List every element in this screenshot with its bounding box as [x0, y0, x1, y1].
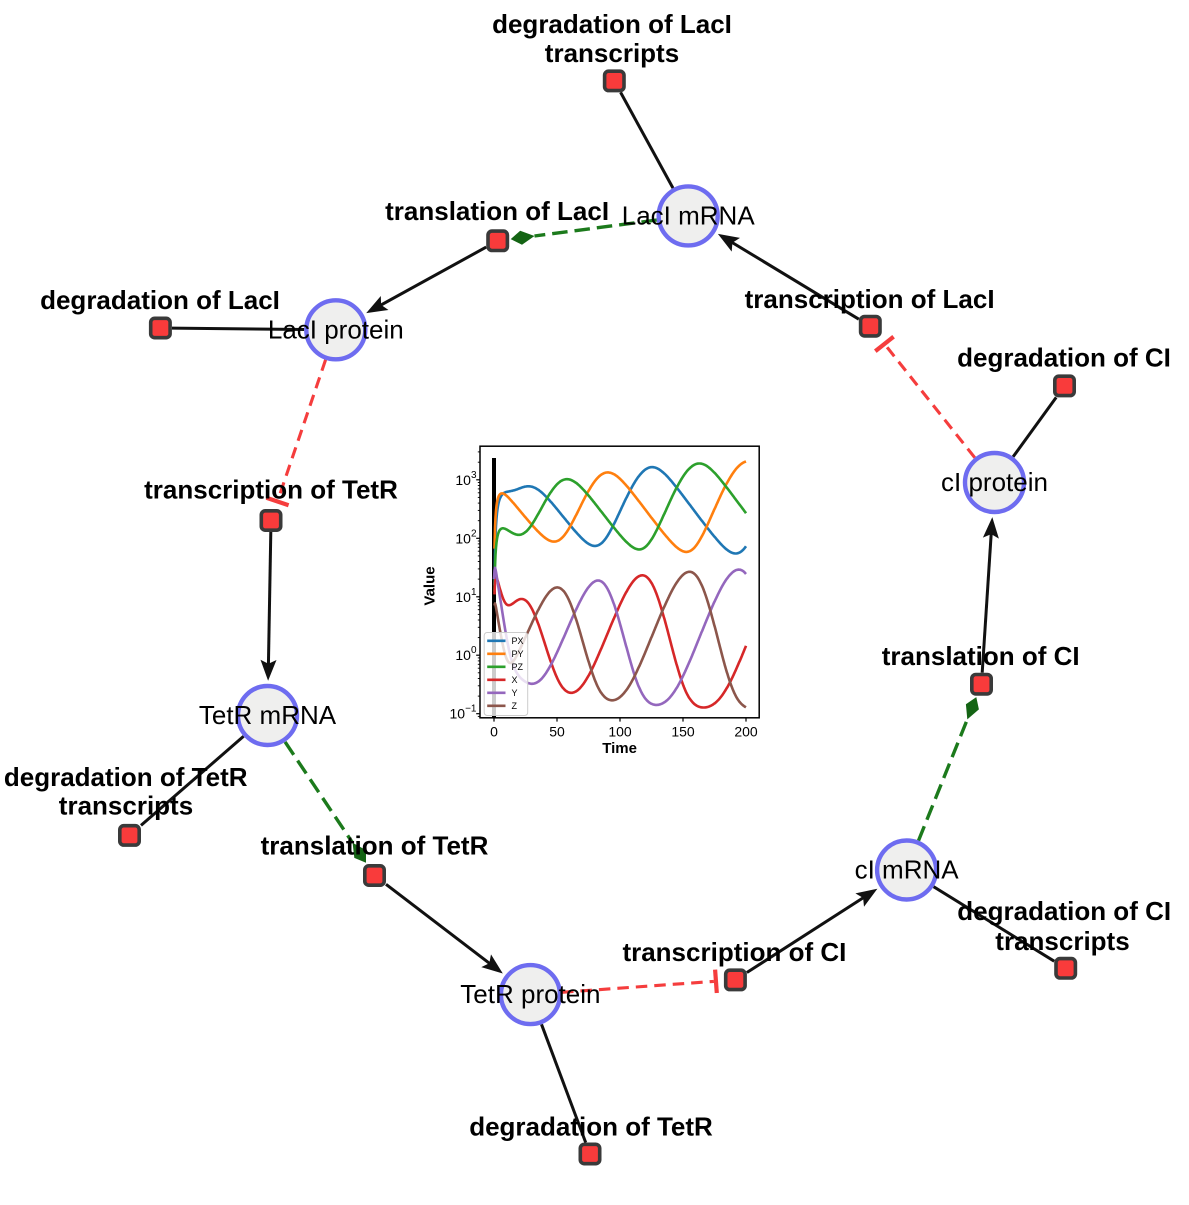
- svg-text:degradation of TetR: degradation of TetR: [4, 762, 248, 792]
- svg-text:PX: PX: [512, 636, 524, 646]
- svg-text:transcripts: transcripts: [995, 926, 1129, 956]
- svg-text:Z: Z: [512, 701, 518, 711]
- svg-text:200: 200: [734, 723, 758, 739]
- svg-text:PZ: PZ: [512, 662, 524, 672]
- svg-text:Value: Value: [422, 566, 439, 605]
- svg-text:LacI protein: LacI protein: [268, 314, 404, 344]
- svg-text:degradation of CI: degradation of CI: [957, 343, 1171, 373]
- svg-text:transcription of LacI: transcription of LacI: [745, 284, 995, 314]
- svg-text:50: 50: [549, 723, 565, 739]
- svg-text:Y: Y: [512, 688, 518, 698]
- svg-text:TetR protein: TetR protein: [460, 979, 600, 1009]
- svg-text:degradation of TetR: degradation of TetR: [469, 1112, 713, 1142]
- svg-text:0: 0: [490, 723, 498, 739]
- svg-text:cI mRNA: cI mRNA: [855, 855, 960, 885]
- svg-text:cI protein: cI protein: [941, 467, 1048, 497]
- svg-text:degradation of LacI: degradation of LacI: [492, 9, 732, 39]
- svg-text:TetR mRNA: TetR mRNA: [199, 700, 337, 730]
- svg-text:LacI mRNA: LacI mRNA: [622, 201, 756, 231]
- svg-text:transcription of TetR: transcription of TetR: [144, 475, 398, 505]
- svg-text:transcripts: transcripts: [59, 791, 193, 821]
- svg-text:transcripts: transcripts: [545, 38, 679, 68]
- svg-text:X: X: [512, 675, 518, 685]
- svg-text:degradation of LacI: degradation of LacI: [40, 285, 280, 315]
- svg-text:150: 150: [671, 723, 695, 739]
- svg-text:translation of TetR: translation of TetR: [261, 831, 489, 861]
- svg-text:translation of CI: translation of CI: [882, 641, 1080, 671]
- svg-text:Time: Time: [602, 740, 637, 757]
- svg-text:degradation of CI: degradation of CI: [957, 896, 1171, 926]
- svg-text:translation of LacI: translation of LacI: [385, 196, 609, 226]
- svg-text:transcription of CI: transcription of CI: [622, 937, 846, 967]
- svg-text:PY: PY: [512, 649, 524, 659]
- svg-text:100: 100: [608, 723, 632, 739]
